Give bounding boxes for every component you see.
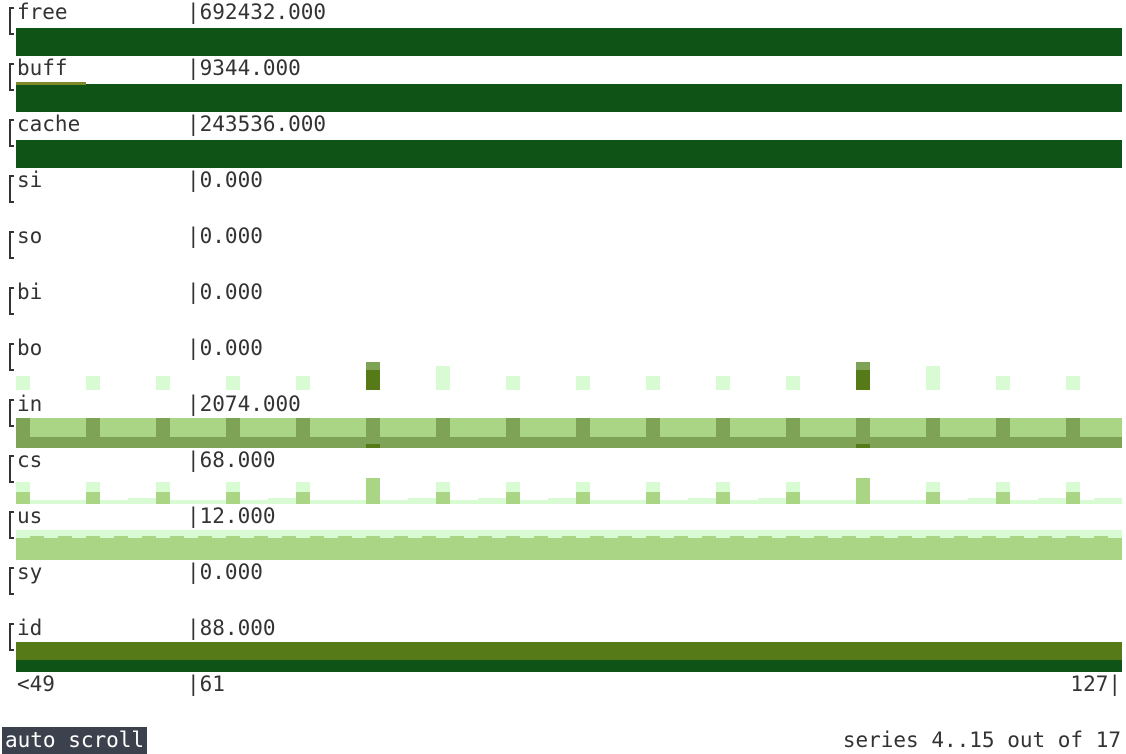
series-value: |2074.000 [187, 392, 301, 416]
bracket-icon [9, 7, 14, 35]
bracket-icon [9, 287, 14, 315]
series-sparkline [16, 26, 1122, 56]
series-name: us [17, 504, 43, 528]
axis-mid-label: |61 [187, 672, 225, 696]
series-range-info: series 4..15 out of 17 [842, 728, 1121, 752]
series-value: |0.000 [187, 560, 263, 584]
series-name: si [17, 168, 43, 192]
series-row-bi: bi |0.000 [0, 280, 1126, 336]
axis-right-label: 127| [1070, 672, 1121, 696]
series-sparkline [16, 362, 1122, 392]
series-name: so [17, 224, 43, 248]
series-row-cache: cache |243536.000 [0, 112, 1126, 168]
bracket-icon [9, 511, 14, 539]
series-sparkline [16, 306, 1122, 336]
bracket-icon [9, 623, 14, 651]
series-row-cs: cs |68.000 [0, 448, 1126, 504]
series-name: id [17, 616, 43, 640]
series-sparkline [16, 642, 1122, 672]
series-row-bo: bo |0.000 [0, 336, 1126, 392]
series-row-free: free |692432.000 [0, 0, 1126, 56]
series-value: |692432.000 [187, 0, 327, 24]
series-row-si: si |0.000 [0, 168, 1126, 224]
series-sparkline [16, 418, 1122, 448]
series-sparkline [16, 138, 1122, 168]
series-sparkline [16, 586, 1122, 616]
series-name: cs [17, 448, 43, 472]
series-row-so: so |0.000 [0, 224, 1126, 280]
series-value: |243536.000 [187, 112, 327, 136]
series-name: free [17, 0, 68, 24]
series-sparkline [16, 530, 1122, 560]
series-value: |9344.000 [187, 56, 301, 80]
bracket-icon [9, 567, 14, 595]
series-sparkline [16, 82, 1122, 112]
series-sparkline [16, 474, 1122, 504]
series-name: bi [17, 280, 43, 304]
series-name: buff [17, 56, 68, 80]
series-sparkline [16, 194, 1122, 224]
series-row-sy: sy |0.000 [0, 560, 1126, 616]
series-value: |0.000 [187, 168, 263, 192]
bracket-icon [9, 343, 14, 371]
series-value: |12.000 [187, 504, 276, 528]
series-row-us: us |12.000 [0, 504, 1126, 560]
series-name: sy [17, 560, 43, 584]
bracket-icon [9, 63, 14, 91]
series-value: |0.000 [187, 224, 263, 248]
auto-scroll-toggle[interactable]: auto scroll [2, 727, 148, 754]
bracket-icon [9, 175, 14, 203]
series-value: |0.000 [187, 280, 263, 304]
bracket-icon [9, 455, 14, 483]
series-name: bo [17, 336, 43, 360]
axis-left-label: <49 [17, 672, 55, 696]
series-row-in: in |2074.000 [0, 392, 1126, 448]
series-value: |68.000 [187, 448, 276, 472]
bracket-icon [9, 231, 14, 259]
series-row-id: id |88.000 [0, 616, 1126, 672]
series-row-buff: buff |9344.000 [0, 56, 1126, 112]
bracket-icon [9, 399, 14, 427]
time-axis: <49 |61 127| [0, 672, 1126, 698]
series-name: cache [17, 112, 81, 136]
series-sparkline [16, 250, 1122, 280]
series-value: |88.000 [187, 616, 276, 640]
series-value: |0.000 [187, 336, 263, 360]
series-name: in [17, 392, 43, 416]
bracket-icon [9, 119, 14, 147]
